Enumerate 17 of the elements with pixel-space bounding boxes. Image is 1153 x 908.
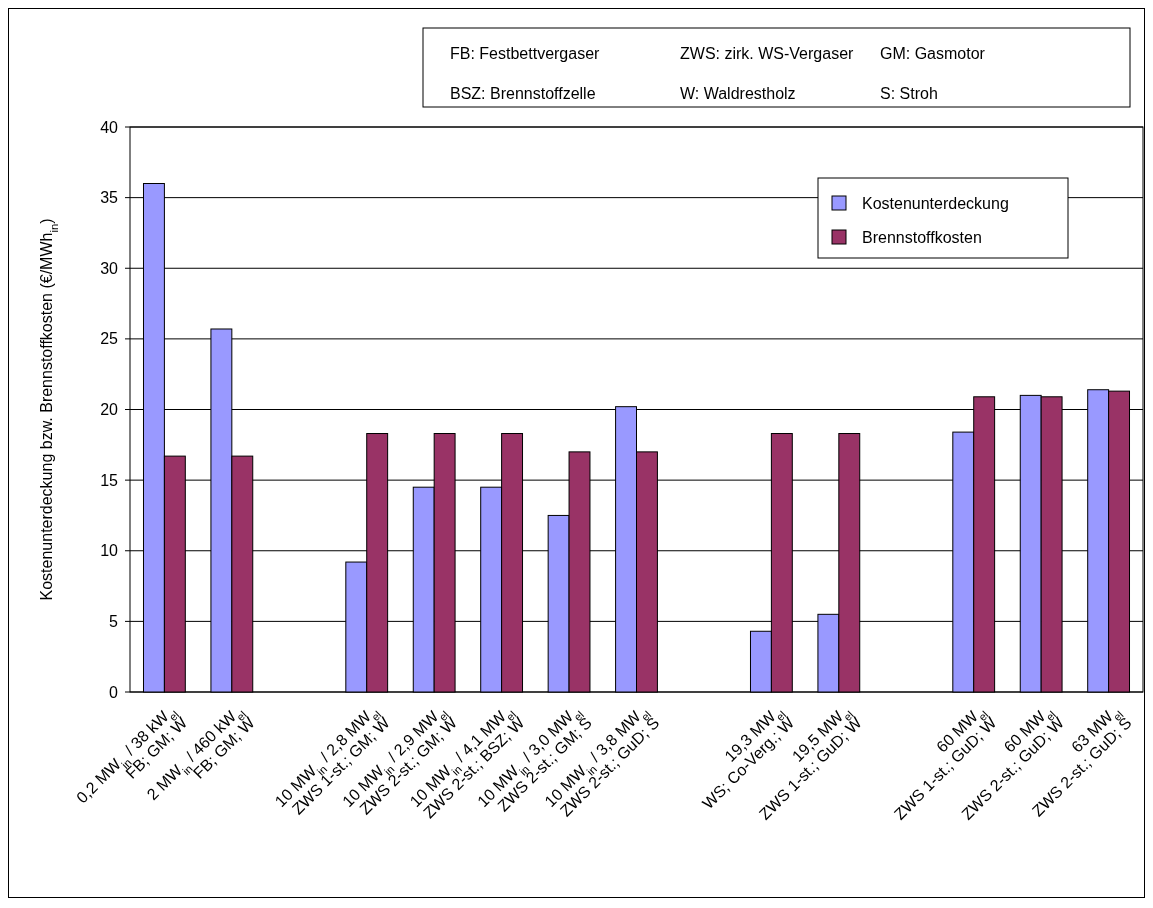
y-tick-label: 35 — [100, 189, 119, 207]
text: FB: Festbettvergaser — [450, 45, 601, 62]
y-tick-label: 20 — [100, 401, 119, 419]
y-tick-label: 0 — [109, 683, 119, 701]
y-tick-label: 30 — [100, 259, 119, 277]
text: W: Waldrestholz — [680, 85, 796, 102]
legend-label: Brennstoffkosten — [862, 228, 982, 246]
y-tick-label: 10 — [100, 542, 119, 560]
text: ZWS: zirk. WS-Vergaser — [680, 45, 855, 62]
y-tick-label: 40 — [100, 118, 119, 136]
text: GM: Gasmotor — [880, 45, 986, 62]
y-tick-label: 5 — [109, 612, 119, 630]
text: S: Stroh — [880, 85, 938, 102]
text: BSZ: Brennstoffzelle — [450, 85, 596, 102]
legend-label: Kostenunterdeckung — [862, 194, 1009, 212]
y-tick-label: 25 — [100, 330, 119, 348]
y-tick-label: 15 — [100, 471, 119, 489]
